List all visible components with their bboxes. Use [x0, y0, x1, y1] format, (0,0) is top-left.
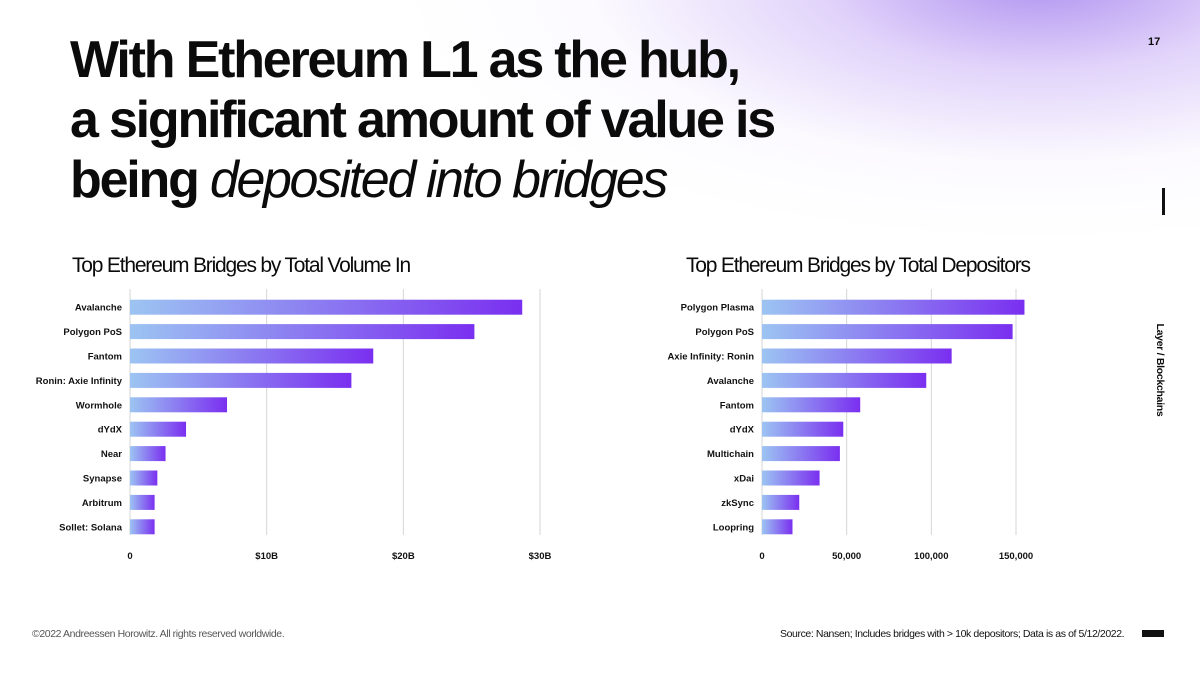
bar	[762, 421, 844, 437]
copyright-text: ©2022 Andreessen Horowitz. All rights re…	[32, 628, 285, 640]
x-tick-label: 50,000	[832, 551, 861, 562]
category-label: Fantom	[720, 400, 754, 411]
category-label: Multichain	[707, 449, 754, 460]
bar	[130, 519, 155, 535]
x-tick-label: 150,000	[999, 551, 1033, 562]
section-marker	[1162, 188, 1165, 215]
x-tick-label: 0	[127, 551, 132, 562]
bar	[762, 348, 952, 364]
bar	[130, 421, 187, 437]
category-label: Ronin: Axie Infinity	[36, 376, 123, 387]
section-side-label: Layer / Blockchains	[1154, 323, 1166, 417]
bar	[762, 397, 861, 413]
headline-italic-phrase: deposited into bridges	[209, 151, 668, 209]
category-label: Polygon PoS	[695, 327, 754, 338]
headline-line-1: With Ethereum L1 as the hub,	[70, 31, 741, 89]
bar	[762, 372, 927, 388]
chart-title-depositors: Top Ethereum Bridges by Total Depositors	[686, 254, 1031, 277]
bar	[762, 519, 793, 535]
bar	[130, 470, 158, 486]
bar	[762, 446, 840, 462]
chart-volume-in: 0 $10B $20B $30B Avalanche Polygon PoS Fantom R…	[36, 289, 552, 562]
x-tick-label: $30B	[529, 551, 552, 562]
bar	[130, 494, 155, 510]
x-tick-label: 0	[759, 551, 764, 562]
bar	[130, 397, 228, 413]
chart-title-volume: Top Ethereum Bridges by Total Volume In	[72, 254, 411, 277]
source-note: Source: Nansen; Includes bridges with > …	[780, 628, 1125, 640]
x-tick-label: $10B	[255, 551, 278, 562]
category-label: xDai	[734, 474, 754, 485]
bar	[762, 299, 1025, 315]
bar	[130, 348, 374, 364]
category-label: Avalanche	[75, 303, 122, 314]
page-number: 17	[1148, 36, 1161, 48]
headline-line-3: being deposited into bridges	[70, 150, 970, 210]
bar	[130, 446, 166, 462]
x-tick-label: 100,000	[914, 551, 948, 562]
bar	[762, 324, 1013, 340]
category-label: dYdX	[98, 425, 123, 436]
category-label: Polygon Plasma	[681, 303, 755, 314]
category-label: Fantom	[88, 352, 122, 363]
category-label: Wormhole	[76, 400, 122, 411]
category-label: dYdX	[730, 425, 755, 436]
chart-depositors: 0 50,000 100,000 150,000 Polygon Plasma Polyg…	[667, 289, 1033, 562]
category-label: zkSync	[721, 498, 754, 509]
category-label: Polygon PoS	[63, 327, 122, 338]
x-tick-label: $20B	[392, 551, 415, 562]
headline-bold-word: being	[70, 151, 200, 209]
category-label: Synapse	[83, 474, 122, 485]
headline-line-2: a significant amount of value is	[70, 91, 776, 149]
page-title: With Ethereum L1 as the hub, a significa…	[70, 30, 970, 210]
category-label: Arbitrum	[82, 498, 122, 509]
category-label: Avalanche	[707, 376, 754, 387]
bar	[762, 494, 800, 510]
category-label: Axie Infinity: Ronin	[667, 352, 754, 363]
bar	[130, 372, 352, 388]
bar	[130, 299, 523, 315]
category-label: Loopring	[713, 522, 754, 533]
bar	[130, 324, 475, 340]
bar	[762, 470, 820, 486]
category-label: Near	[101, 449, 122, 460]
category-label: Sollet: Solana	[59, 522, 123, 533]
footer-marker	[1142, 630, 1164, 637]
